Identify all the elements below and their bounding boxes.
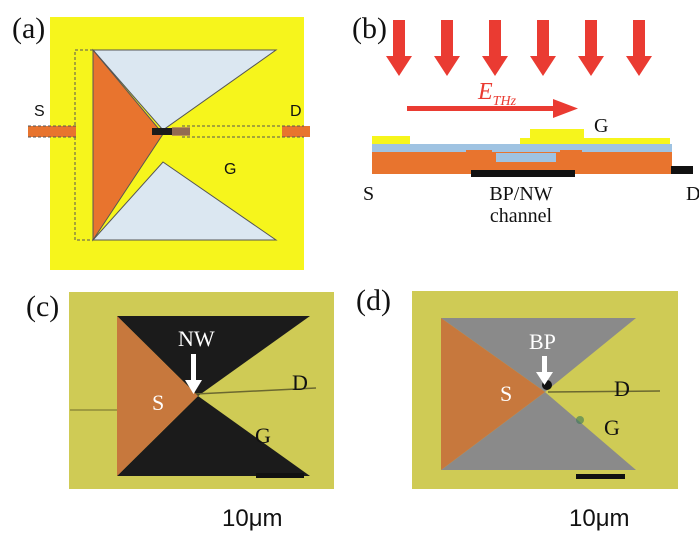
sem-d-drain-lead [547,390,661,393]
thz-arrow [434,20,460,76]
thz-arrow [482,20,508,76]
sem-c-source [117,316,198,476]
panel-d-source-label: S [500,381,513,406]
gate-metal [530,129,584,140]
panel-d-drain-label: D [614,376,630,401]
channel-caption-line1: BP/NW [489,183,553,205]
panel-d-scale-label: 10μm [569,505,630,532]
channel [152,128,190,135]
dielectric-layer [372,144,672,153]
panel-c-gate-label: G [255,423,271,448]
thz-arrow [386,20,412,76]
panel-c-label: (c) [26,290,60,323]
sem-c-drain-lead [195,387,317,395]
thz-arrows [386,20,652,76]
channel-gap [496,153,556,162]
bp-pointer-shaft [542,356,547,376]
channel-caption: BP/NW channel [466,183,576,227]
contact-step [560,150,582,156]
upper-gap [91,49,278,131]
contact-step [466,150,492,156]
source-metal-top [372,136,410,146]
panel-c-scale-label: 10μm [222,505,283,532]
sem-d-source [441,318,545,470]
sem-d-upper-gap [441,318,636,392]
sem-c-lower-gap [117,396,310,476]
thz-arrow [626,20,652,76]
source-triangle [92,48,164,242]
nw-pointer-head [185,380,202,394]
scale-bar-c [256,473,304,478]
nw-pointer-shaft [191,354,196,384]
field-arrow-head [553,99,578,118]
thz-arrow [530,20,556,76]
panel-a-gate-label: G [224,161,237,178]
sem-c-upper-gap [117,316,310,396]
panel-a-drain-label: D [290,103,302,120]
channel-caption-line2: channel [489,205,553,227]
drain-stub [671,166,693,174]
panel-d-gate-label: G [604,415,620,440]
sem-d-lower-gap [441,392,636,470]
drain-lead [282,126,310,137]
dashed-outline [74,49,93,241]
panel-a-source-label: S [34,103,45,120]
scale-bar-d [576,474,625,479]
panel-c-nw-label: NW [178,326,215,351]
field-symbol: E [478,79,493,105]
field-subscript: THz [492,93,517,109]
field-label: ETHz [478,80,516,114]
panel-b-drain-label: D [686,183,699,205]
lower-gap [91,161,278,241]
panel-c-drain-label: D [292,370,308,395]
channel-bar [471,170,575,177]
panel-d-bp-label: BP [529,329,556,354]
bp-pointer-head [536,372,553,385]
panel-b-label: (b) [352,12,387,45]
panel-d-label: (d) [356,284,391,317]
field-arrow-shaft [407,106,557,111]
sem-d-residue [576,416,584,424]
source-lead [28,126,76,137]
panel-b-gate-label: G [594,115,609,137]
panel-a-label: (a) [12,12,46,45]
thz-arrow [578,20,604,76]
panel-c-source-label: S [152,390,165,415]
channel-contact [172,127,190,136]
panel-b-source-label: S [363,183,375,205]
